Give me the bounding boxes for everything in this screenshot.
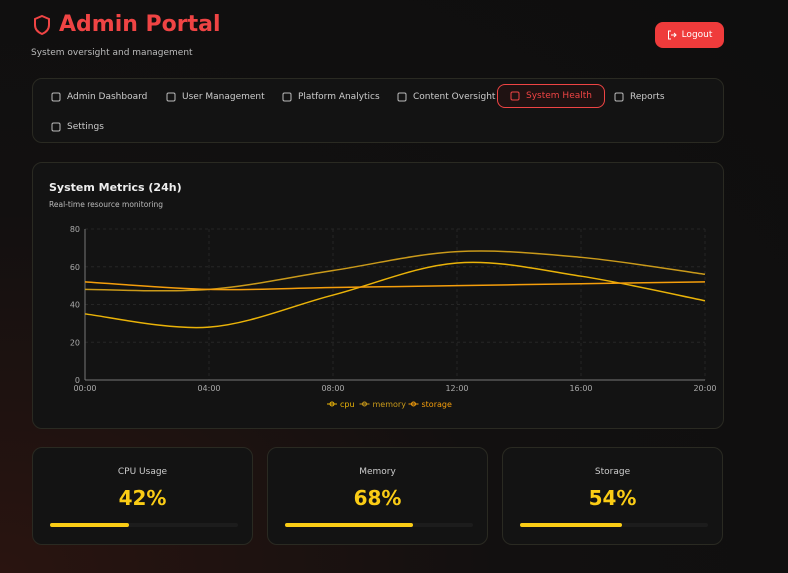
y-tick-label: 20	[70, 338, 80, 347]
card-value: 54%	[588, 486, 637, 510]
chart-subtitle: Real-time resource monitoring	[49, 200, 163, 209]
nav-tab[interactable]: Reports	[602, 85, 677, 109]
progress-fill	[520, 523, 622, 527]
metric-card: Memory 68%	[267, 447, 488, 545]
card-label: Storage	[594, 467, 631, 477]
x-tick-label: 12:00	[445, 384, 468, 393]
legend-label: cpu	[340, 400, 355, 409]
nav-tab[interactable]: Settings	[39, 115, 116, 139]
nav-tab[interactable]: System Health	[497, 84, 605, 108]
metric-card: Storage 54%	[502, 447, 723, 545]
y-tick-label: 80	[70, 225, 80, 234]
progress-track	[520, 523, 708, 527]
y-tick-label: 0	[75, 376, 80, 385]
nav-tab[interactable]: Content Oversight	[385, 85, 507, 109]
logout-icon	[667, 30, 677, 40]
x-tick-label: 04:00	[197, 384, 220, 393]
y-tick-label: 60	[70, 263, 80, 272]
nav-label: Admin Dashboard	[67, 92, 148, 102]
legend-dot	[411, 401, 416, 407]
series-line	[84, 281, 706, 291]
header-subtitle: System oversight and management	[31, 48, 193, 58]
nav-icon	[166, 92, 176, 102]
title-text: Admin Portal	[59, 12, 221, 37]
nav-tab[interactable]: Admin Dashboard	[39, 85, 159, 109]
nav-icon	[51, 92, 61, 102]
legend-label: memory	[373, 400, 407, 409]
chart-title: System Metrics (24h)	[49, 181, 182, 194]
legend-dot	[329, 401, 335, 407]
y-tick-label: 40	[70, 301, 80, 310]
nav-tab[interactable]: Platform Analytics	[270, 85, 392, 109]
nav-label: Platform Analytics	[298, 92, 380, 102]
x-tick-label: 16:00	[569, 384, 592, 393]
logout-button[interactable]: Logout	[655, 22, 724, 48]
nav-icon	[397, 92, 407, 102]
progress-fill	[285, 523, 413, 527]
progress-fill	[50, 523, 129, 527]
logout-text: Logout	[681, 30, 713, 40]
nav-icon	[614, 92, 624, 102]
series-line	[84, 250, 706, 292]
progress-track	[50, 523, 238, 527]
x-tick-label: 08:00	[321, 384, 344, 393]
nav-icon	[282, 92, 292, 102]
nav-label: System Health	[526, 91, 592, 101]
series-line	[84, 261, 706, 329]
progress-track	[285, 523, 473, 527]
nav-label: Settings	[67, 122, 104, 132]
nav-label: Reports	[630, 92, 665, 102]
header-title: Admin Portal	[33, 12, 221, 37]
chart-panel: System Metrics (24h) Real-time resource …	[32, 162, 724, 429]
chart: System Metrics (24h) Real-time resource …	[49, 181, 717, 409]
legend-label: storage	[422, 400, 452, 409]
shield-icon	[34, 14, 50, 35]
nav-icon	[51, 122, 61, 132]
metric-card: CPU Usage 42%	[32, 447, 253, 545]
x-tick-label: 20:00	[693, 384, 716, 393]
card-label: Memory	[359, 467, 396, 477]
nav-icon	[510, 91, 520, 101]
x-tick-label: 00:00	[73, 384, 96, 393]
nav-tab[interactable]: User Management	[154, 85, 277, 109]
card-value: 42%	[118, 486, 167, 510]
nav-label: Content Oversight	[413, 92, 496, 102]
card-value: 68%	[353, 486, 402, 510]
card-label: CPU Usage	[117, 467, 168, 477]
nav-label: User Management	[182, 92, 265, 102]
nav-bar: Admin Dashboard User Management Platform A…	[32, 78, 724, 143]
legend-dot	[362, 401, 367, 407]
